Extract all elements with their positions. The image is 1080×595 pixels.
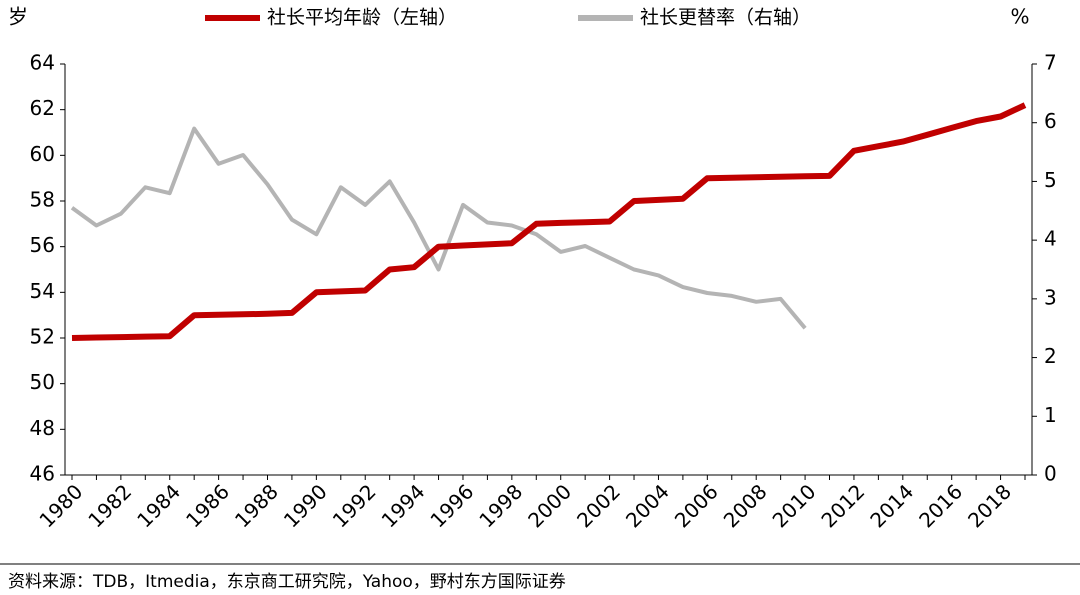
x-tick-label: 1992: [328, 479, 381, 532]
x-tick-label: 1982: [83, 479, 136, 532]
x-tick-label: 2004: [621, 479, 674, 532]
x-tick-label: 1988: [230, 479, 283, 532]
y2-tick-label: 5: [1044, 168, 1057, 192]
y2-tick-label: 3: [1044, 285, 1057, 309]
series-line: [70, 126, 807, 330]
x-tick-label: 1986: [181, 479, 234, 532]
x-tick-label: 1994: [377, 479, 430, 532]
series-line: [71, 102, 1027, 341]
y2-tick-label: 6: [1044, 109, 1057, 133]
x-tick-label: 2008: [719, 479, 772, 532]
x-tick-label: 2000: [523, 479, 576, 532]
x-tick-label: 2002: [572, 479, 625, 532]
y2-axis-label: %: [1010, 5, 1029, 29]
y-tick-label: 54: [30, 279, 55, 303]
x-tick-label: 2012: [816, 479, 869, 532]
x-tick-label: 2010: [768, 479, 821, 532]
y-axis-label: 岁: [8, 5, 28, 29]
x-tick-label: 1998: [474, 479, 527, 532]
x-tick-label: 1984: [132, 479, 185, 532]
y2-tick-label: 1: [1044, 403, 1057, 427]
y2-tick-label: 7: [1044, 51, 1057, 75]
x-tick-label: 1990: [279, 479, 332, 532]
x-tick-label: 2014: [865, 479, 918, 532]
y-tick-label: 50: [30, 370, 55, 394]
x-tick-label: 2018: [963, 479, 1016, 532]
y-tick-label: 52: [30, 325, 55, 349]
y-tick-label: 58: [30, 188, 55, 212]
x-tick-label: 1980: [34, 479, 87, 532]
y2-tick-label: 4: [1044, 227, 1057, 251]
y-tick-label: 48: [30, 416, 55, 440]
legend-label: 社长平均年龄（左轴）: [267, 7, 457, 29]
source: 资料来源：TDB，Itmedia，东京商工研究院，Yahoo，野村东方国际证券: [8, 572, 566, 592]
y-tick-label: 62: [30, 96, 55, 120]
y-tick-label: 56: [30, 233, 55, 257]
x-tick-label: 2016: [914, 479, 967, 532]
x-tick-label: 1996: [425, 479, 478, 532]
y2-tick-label: 2: [1044, 344, 1057, 368]
x-tick-label: 2006: [670, 479, 723, 532]
y2-tick-label: 0: [1044, 462, 1057, 486]
y-tick-label: 64: [30, 51, 55, 75]
y-tick-label: 46: [30, 462, 55, 486]
y-tick-label: 60: [30, 142, 55, 166]
legend-label: 社长更替率（右轴）: [640, 7, 811, 29]
